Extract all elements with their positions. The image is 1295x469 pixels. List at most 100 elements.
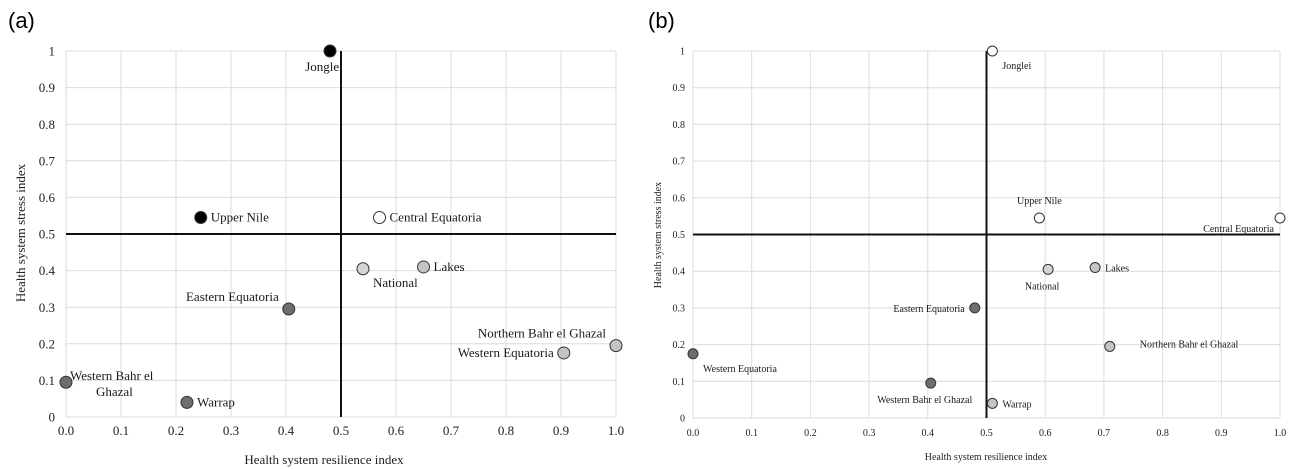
panel-b-y-tick-label: 1 — [680, 47, 685, 58]
panel-a-ticks: 0.0 0.1 0.2 0.3 0.4 0.5 0.6 0.7 0.8 0.9 1.0 0 0.1 0.2… — [39, 44, 624, 438]
panel-a-point-label: Lakes — [434, 259, 465, 274]
panel-a-data-point — [417, 260, 430, 274]
panel-b-x-tick-label: 1.0 — [1274, 428, 1287, 439]
panel-a-point-label: National — [373, 275, 418, 290]
panel-b-x-tick-label: 0.1 — [745, 428, 758, 439]
panel-b-point-label: National — [1025, 281, 1060, 292]
panel-b-data-point — [1104, 340, 1116, 352]
panel-a-point-label: Eastern Equatoria — [186, 289, 279, 304]
panel-a-x-tick-label: 0.1 — [113, 423, 129, 438]
panel-b-point-label: Western Bahr el Ghazal — [877, 395, 972, 406]
panel-a-x-tick-label: 0.4 — [278, 423, 295, 438]
panel-b-data-point — [1089, 262, 1101, 274]
panel-a-x-tick-label: 0.2 — [168, 423, 184, 438]
panel-a-y-tick-label: 0 — [49, 410, 56, 425]
panel-b-point-label: Western Equatoria — [703, 364, 777, 375]
panel-b-y-axis-title: Health system stress index — [653, 182, 664, 288]
panel-b-x-tick-label: 0.9 — [1215, 428, 1228, 439]
panel-b-point-label: Central Equatoria — [1203, 224, 1274, 235]
panel-a-data-point — [356, 262, 370, 276]
panel-a-y-tick-label: 0.7 — [39, 153, 56, 168]
panel-b-y-tick-label: 0.9 — [673, 83, 686, 94]
panel-b-point-label: Jonglei — [1002, 61, 1031, 72]
panel-a-data-point — [180, 395, 194, 409]
panel-b-scatter-chart: (b) 0.0 0.1 0.2 0.3 0.4 0.5 0.6 0.7 0.8 0.9 1.000.… — [648, 8, 1286, 463]
panel-a-reference-lines — [66, 51, 616, 417]
panel-b-point-labels: Jonglei Upper Nile Central Equatoria Nation… — [703, 61, 1275, 410]
panel-a-point-label: Western Bahr el Ghazal — [70, 368, 154, 399]
panel-b-data-point — [986, 45, 998, 57]
panel-b-x-axis-title: Health system resilience index — [925, 452, 1047, 463]
panel-b-x-tick-label: 0.4 — [922, 428, 935, 439]
panel-b-point-label: Warrap — [1002, 399, 1031, 410]
panel-b-x-tick-label: 0.2 — [804, 428, 817, 439]
panel-a-x-tick-label: 0.3 — [223, 423, 239, 438]
panel-a-x-tick-label: 1.0 — [608, 423, 624, 438]
panel-a-data-point — [373, 211, 386, 225]
panel-b-letter: (b) — [648, 8, 675, 33]
panel-a-letter: (a) — [8, 8, 35, 33]
panel-b-x-tick-label: 0.3 — [863, 428, 876, 439]
panel-b-point-label: Upper Nile — [1017, 196, 1062, 207]
panel-b-y-tick-label: 0.2 — [673, 340, 686, 351]
panel-a-y-tick-label: 0.4 — [39, 263, 56, 278]
panel-a-y-tick-label: 0.6 — [39, 190, 56, 205]
panel-a-data-point — [609, 339, 623, 353]
panel-b-data-point — [687, 348, 699, 360]
panel-a-scatter-chart: (a) 0.0 0.1 0.2 0.3 0.4 0.5 0.6 0.7 0.8 0.9 1.000.… — [8, 8, 624, 467]
panel-a-y-tick-label: 1 — [49, 44, 56, 59]
panel-b-y-tick-label: 0.1 — [673, 377, 686, 388]
panel-b-data-point — [1042, 263, 1054, 275]
panel-a-point-label: Jonglei — [305, 59, 343, 74]
panel-b-y-tick-label: 0.8 — [673, 120, 686, 131]
panel-b-y-tick-label: 0.5 — [673, 230, 686, 241]
panel-a-point-label: Western Equatoria — [458, 345, 554, 360]
panel-b-point-label: Lakes — [1105, 264, 1129, 275]
panel-a-point-labels: Jonglei Upper Nile Central Equatoria Nation… — [70, 59, 606, 409]
panel-a-points — [59, 44, 623, 409]
panel-a-y-tick-label: 0.2 — [39, 336, 55, 351]
panel-b-points — [687, 45, 1286, 409]
panel-a-x-tick-label: 0.6 — [388, 423, 405, 438]
panel-a-data-point — [194, 211, 208, 225]
panel-b-y-tick-label: 0 — [680, 414, 685, 425]
panel-a-point-label-line: Western Bahr el — [70, 368, 154, 383]
panel-b-x-tick-label: 0.8 — [1156, 428, 1169, 439]
panel-b-data-point — [925, 377, 937, 389]
panel-a-y-tick-label: 0.3 — [39, 300, 55, 315]
panel-a-y-axis-title: Health system stress index — [13, 163, 28, 302]
panel-b-data-point — [969, 302, 981, 314]
panel-b-x-tick-label: 0.5 — [980, 428, 993, 439]
panel-b-y-tick-label: 0.4 — [673, 267, 686, 278]
panel-a-data-point — [323, 44, 337, 58]
panel-a-data-point — [59, 375, 73, 389]
panel-b-point-label: Northern Bahr el Ghazal — [1140, 339, 1239, 350]
panel-a-point-label: Warrap — [197, 394, 235, 409]
panel-a-y-tick-label: 0.1 — [39, 373, 55, 388]
panel-a-x-tick-label: 0.7 — [443, 423, 460, 438]
panel-a-y-tick-label: 0.9 — [39, 80, 55, 95]
panel-b-x-tick-label: 0.6 — [1039, 428, 1052, 439]
panel-b-y-tick-label: 0.7 — [673, 157, 686, 168]
panel-a-y-tick-label: 0.8 — [39, 117, 55, 132]
panel-b-y-tick-label: 0.3 — [673, 303, 686, 314]
panel-a-data-point — [557, 346, 571, 360]
panel-a-x-tick-label: 0.9 — [553, 423, 569, 438]
panel-b-data-point — [986, 397, 998, 409]
panel-b-x-tick-label: 0.7 — [1098, 428, 1111, 439]
panel-b-data-point — [1274, 212, 1286, 224]
panel-b-data-point — [1033, 212, 1045, 224]
panel-b-x-tick-label: 0.0 — [687, 428, 700, 439]
panel-a-point-label-line: Ghazal — [96, 384, 133, 399]
panel-a-point-label: Northern Bahr el Ghazal — [478, 326, 607, 341]
panel-b-reference-lines — [693, 51, 1280, 418]
panel-b-ticks: 0.0 0.1 0.2 0.3 0.4 0.5 0.6 0.7 0.8 0.9 1.0 0 0.1 0.2… — [673, 47, 1287, 440]
panel-a-point-label: Upper Nile — [211, 210, 269, 225]
panel-a-x-tick-label: 0.5 — [333, 423, 349, 438]
panel-b-y-tick-label: 0.6 — [673, 193, 686, 204]
panel-a-x-tick-label: 0.8 — [498, 423, 514, 438]
panel-a-x-tick-label: 0.0 — [58, 423, 74, 438]
panel-a-point-label: Central Equatoria — [390, 210, 482, 225]
panel-a-data-point — [282, 302, 296, 316]
